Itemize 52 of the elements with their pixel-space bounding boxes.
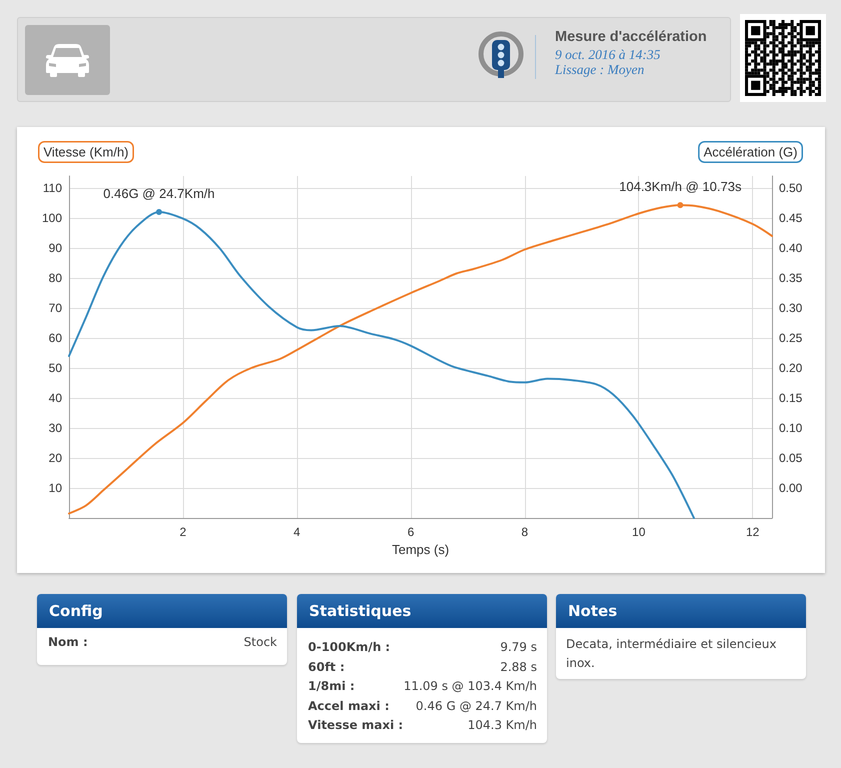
text: 104.3 Km/h: [468, 717, 537, 734]
y-tick-label: 30: [48, 421, 62, 435]
y2-axis-title: Accélération (G): [704, 144, 798, 160]
y2-tick-label: 0.50: [779, 181, 803, 195]
y2-tick-label: 0.40: [779, 241, 803, 255]
x-tick-label: 10: [632, 525, 646, 539]
x-tick-label: 4: [294, 525, 301, 539]
data-label: 104.3Km/h @ 10.73s: [619, 179, 742, 194]
y-tick-label: 70: [48, 301, 62, 315]
chart-subtitle: 9 oct. 2016 à 14:35: [555, 47, 660, 63]
y2-tick-label: 0.35: [779, 271, 803, 285]
y2-tick-label: 0.25: [779, 331, 803, 345]
y2-tick-label: 0.00: [779, 481, 803, 495]
text: Config: [37, 594, 287, 628]
text: 0.46 G @ 24.7 Km/h: [416, 698, 537, 714]
y-tick-label: 90: [48, 241, 62, 255]
y-tick-label: 100: [42, 211, 62, 225]
text: Accel maxi :: [308, 698, 390, 714]
y-tick-label: 110: [42, 181, 62, 195]
y2-tick-label: 0.10: [779, 421, 803, 435]
y2-tick-label: 0.05: [779, 451, 803, 465]
x-tick-label: 12: [746, 525, 760, 539]
x-tick-label: 6: [407, 525, 414, 539]
text: Lissage : Moyen: [555, 62, 644, 78]
x-tick-label: 8: [521, 525, 528, 539]
y-tick-label: 10: [48, 481, 62, 495]
y2-tick-label: 0.30: [779, 301, 803, 315]
y-tick-label: 60: [48, 331, 62, 345]
y2-tick-label: 0.45: [779, 211, 803, 225]
y-tick-label: 20: [48, 451, 62, 465]
text: 0-100Km/h :: [308, 639, 390, 656]
y2-tick-label: 0.15: [779, 391, 803, 405]
text: 60ft :: [308, 658, 345, 676]
y-axis-title: Vitesse (Km/h): [44, 144, 129, 160]
text: 2.88 s: [500, 658, 537, 676]
y-tick-label: 50: [48, 361, 62, 375]
text: Decata, intermédiaire et silencieux inox.: [565, 636, 778, 672]
text: 1/8mi :: [308, 678, 355, 695]
text: Stock: [244, 634, 277, 651]
text: 11.09 s @ 103.4 Km/h: [404, 678, 537, 695]
y-tick-label: 80: [48, 271, 62, 285]
text: Notes: [556, 594, 806, 628]
text: Nom :: [48, 634, 88, 651]
chart-title: Mesure d'accélération: [555, 29, 707, 46]
y-tick-label: 40: [48, 391, 62, 405]
text: Statistiques: [297, 594, 547, 628]
data-label: 0.46G @ 24.7Km/h: [103, 186, 215, 201]
y2-tick-label: 0.20: [779, 361, 803, 375]
x-axis-title: Temps (s): [392, 542, 450, 557]
text: 9.79 s: [500, 639, 537, 656]
x-tick-label: 2: [180, 525, 187, 539]
text: Vitesse maxi :: [308, 717, 404, 734]
